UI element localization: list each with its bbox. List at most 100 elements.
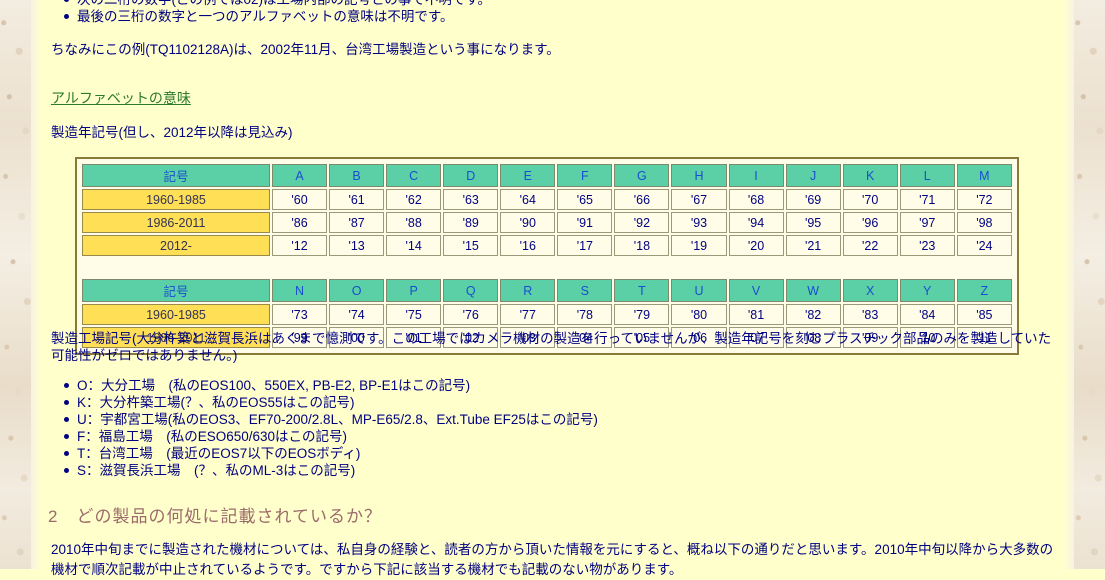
table-cell-year: '03 <box>500 327 556 348</box>
paragraph-where-printed: 2010年中旬までに製造された機材については、私自身の経験と、読者の方から頂いた… <box>51 542 1054 577</box>
table-cell-year: '04 <box>557 327 613 348</box>
table-cell-year: '72 <box>956 189 1012 210</box>
table-cell-year: '02 <box>443 327 499 348</box>
bullet-text: S：滋賀長浜工場 (？、私のML-3はこの記号) <box>77 463 356 478</box>
table-cell-year: '80 <box>671 304 727 325</box>
table-header-label: 記号 <box>82 164 270 187</box>
table-row-label: 1960-1985 <box>82 189 270 210</box>
table-header-letter: O <box>329 279 385 302</box>
table-cell-year: '78 <box>557 304 613 325</box>
section-heading-2: 2 どの製品の何処に記載されているか？ <box>48 507 382 526</box>
left-margin-fade <box>31 0 41 569</box>
list-item: U：宇都宮工場(私のEOS3、EF70-200/2.8L、MP-E65/2.8、… <box>58 411 598 428</box>
table-cell-year: '08 <box>785 327 841 348</box>
table-header-letter: Y <box>899 279 955 302</box>
table-cell-year: '79 <box>614 304 670 325</box>
table-cell-year: '20 <box>728 235 784 256</box>
table-cell-year: '10 <box>899 327 955 348</box>
link-alphabet-meaning[interactable]: アルファベットの意味 <box>51 90 191 106</box>
table-cell-year: '84 <box>899 304 955 325</box>
table-cell-year: '66 <box>614 189 670 210</box>
table-cell-year: '73 <box>272 304 328 325</box>
table-header-letter: U <box>671 279 727 302</box>
table-header-letter: G <box>614 164 670 187</box>
table-cell-year: '97 <box>899 212 955 233</box>
table-cell-year: '93 <box>671 212 727 233</box>
table-header-letter: Z <box>956 279 1012 302</box>
table-cell-year: '65 <box>557 189 613 210</box>
table-header-letter: C <box>386 164 442 187</box>
subtitle-year-code: 製造年記号(但し、2012年以降は見込み) <box>51 125 293 140</box>
table-cell-year: '90 <box>500 212 556 233</box>
table-cell-year: '07 <box>728 327 784 348</box>
table-header-letter: I <box>728 164 784 187</box>
table-header-letter: A <box>272 164 328 187</box>
table-header-letter: D <box>443 164 499 187</box>
table-cell-year: '67 <box>671 189 727 210</box>
table-cell-year: '99 <box>272 327 328 348</box>
table-header-letter: K <box>842 164 898 187</box>
table-cell-year: '85 <box>956 304 1012 325</box>
table-header-label: 記号 <box>82 279 270 302</box>
table-header-letter: N <box>272 279 328 302</box>
table-cell-year: '68 <box>728 189 784 210</box>
table-cell-year: '69 <box>785 189 841 210</box>
table-cell-year: '23 <box>899 235 955 256</box>
list-item: K：大分杵築工場(？、私のEOS55はこの記号) <box>58 394 598 411</box>
table-cell-year: '81 <box>728 304 784 325</box>
table-header-letter: Q <box>443 279 499 302</box>
table-cell-year: '24 <box>956 235 1012 256</box>
bullet-text: O：大分工場 (私のEOS100、550EX, PB-E2, BP-E1はこの記… <box>77 378 471 393</box>
table-cell-year: '71 <box>899 189 955 210</box>
list-item: S：滋賀長浜工場 (？、私のML-3はこの記号) <box>58 462 598 479</box>
table-row-label: 2012- <box>82 235 270 256</box>
table-cell-year: '70 <box>842 189 898 210</box>
table-cell-year: '17 <box>557 235 613 256</box>
table-cell-year: '77 <box>500 304 556 325</box>
factory-bullet-list: O：大分工場 (私のEOS100、550EX, PB-E2, BP-E1はこの記… <box>58 377 598 479</box>
table-header-letter: J <box>785 164 841 187</box>
table-cell-year: '95 <box>785 212 841 233</box>
list-item: 次の二桁の数字(この例では02)は工場内部の記号との事で不明です。 <box>58 0 491 8</box>
table-header-letter: T <box>614 279 670 302</box>
table-header-letter: B <box>329 164 385 187</box>
table-row: 2012- '12'13'14'15'16'17'18'19'20'21'22'2… <box>82 235 1012 256</box>
table-header-letter: V <box>728 279 784 302</box>
table-cell-year: '96 <box>842 212 898 233</box>
table-row: 1960-1985'73'74'75'76'77'78'79'80'81'82 '… <box>82 304 1012 325</box>
table-cell-year: '06 <box>671 327 727 348</box>
table-header-letter: H <box>671 164 727 187</box>
table-row: 1960-1985'60'61'62'63'64'65'66'67'68'69 '… <box>82 189 1012 210</box>
bullet-text: U：宇都宮工場(私のEOS3、EF70-200/2.8L、MP-E65/2.8、… <box>77 412 598 427</box>
table-cell-year: '18 <box>614 235 670 256</box>
table-cell-year: '83 <box>842 304 898 325</box>
table-header-row: 記号 A B C D E F G H I J K L M <box>82 164 1012 187</box>
left-margin-texture <box>0 0 31 569</box>
table-header-letter: S <box>557 279 613 302</box>
table-cell-year: '86 <box>272 212 328 233</box>
year-code-table-body: 記号 A B C D E F G H I J K L M 1960-1985'60'61'62'63'64 '… <box>82 164 1012 348</box>
table-header-letter: L <box>899 164 955 187</box>
table-header-letter: W <box>785 279 841 302</box>
table-cell-year: '94 <box>728 212 784 233</box>
table-header-letter: R <box>500 279 556 302</box>
year-code-table-container: 記号 A B C D E F G H I J K L M 1960-1985'60'61'62'63'64 '… <box>75 157 1019 355</box>
table-cell-year: '22 <box>842 235 898 256</box>
table-cell-year: '74 <box>329 304 385 325</box>
table-cell-year: '64 <box>500 189 556 210</box>
table-cell-year: '13 <box>329 235 385 256</box>
list-item: F：福島工場 (私のESO650/630はこの記号) <box>58 428 598 445</box>
table-row-label: 1960-1985 <box>82 304 270 325</box>
list-item: T：台湾工場 (最近のEOS7以下のEOSボディ) <box>58 445 598 462</box>
table-header-letter: P <box>386 279 442 302</box>
table-cell-year: '60 <box>272 189 328 210</box>
table-header-letter: X <box>842 279 898 302</box>
table-header-letter: M <box>956 164 1012 187</box>
table-cell-year: '11 <box>956 327 1012 348</box>
table-cell-year: '15 <box>443 235 499 256</box>
list-item: O：大分工場 (私のEOS100、550EX, PB-E2, BP-E1はこの記… <box>58 377 598 394</box>
table-cell-year: '19 <box>671 235 727 256</box>
top-bullet-list: 次の二桁の数字(この例では02)は工場内部の記号との事で不明です。 最後の三桁の… <box>58 0 491 25</box>
table-cell-year: '76 <box>443 304 499 325</box>
table-cell-year: '05 <box>614 327 670 348</box>
